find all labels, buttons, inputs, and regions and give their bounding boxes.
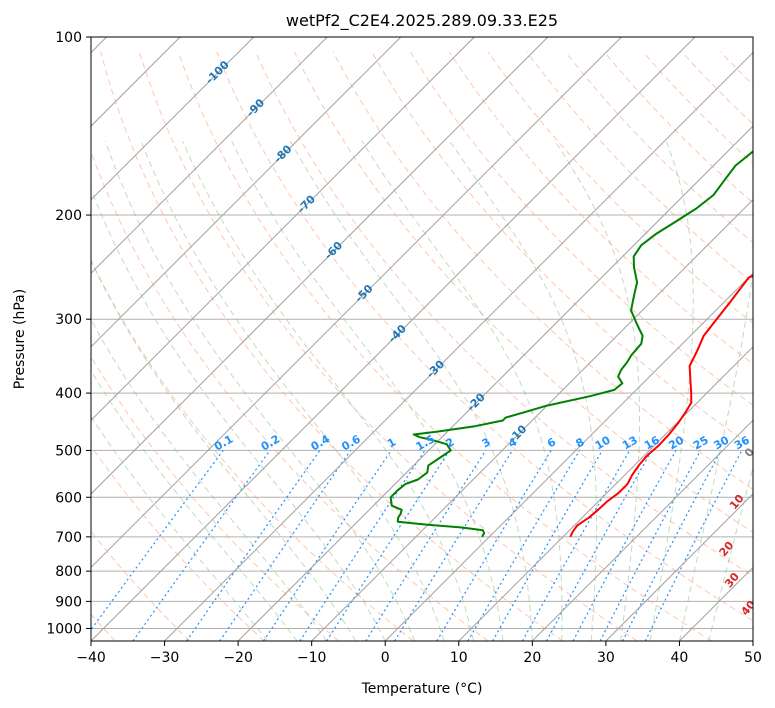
mixing-ratio-line bbox=[546, 450, 653, 641]
isotherm-line bbox=[91, 37, 696, 641]
isotherm-line bbox=[91, 37, 402, 348]
dry-adiabat-line bbox=[91, 259, 414, 641]
x-tick-label: 50 bbox=[744, 650, 762, 666]
moist-adiabat-line bbox=[554, 140, 640, 641]
mixing-ratio-line bbox=[644, 450, 743, 641]
isotherm-line bbox=[384, 272, 753, 641]
y-tick-label: 1000 bbox=[46, 621, 82, 637]
mixing-ratio-line bbox=[572, 450, 677, 641]
dry-adiabat-line bbox=[91, 150, 489, 641]
x-tick-label: 30 bbox=[597, 650, 615, 666]
isotherm-line bbox=[311, 198, 753, 641]
y-tick-label: 300 bbox=[55, 312, 82, 328]
mixing-ratio-line bbox=[365, 450, 487, 641]
plot-frame bbox=[90, 36, 754, 642]
x-tick-label: 40 bbox=[671, 650, 689, 666]
dry-adiabat-label: 0 bbox=[742, 445, 757, 459]
moist-adiabat-line bbox=[104, 141, 416, 641]
y-tick-label: 800 bbox=[55, 564, 82, 580]
background-lines bbox=[91, 37, 753, 641]
x-tick-label: 0 bbox=[381, 650, 390, 666]
moist-adiabat-line bbox=[231, 140, 504, 641]
mixing-ratio-line bbox=[91, 450, 224, 631]
y-tick-label: 500 bbox=[55, 443, 82, 459]
isotherm-line bbox=[605, 493, 753, 641]
dry-adiabat-line bbox=[91, 444, 265, 641]
isotherm-line bbox=[91, 37, 328, 274]
moist-adiabat-line bbox=[649, 141, 694, 641]
x-tick-label: 10 bbox=[450, 650, 468, 666]
mixing-ratio-line bbox=[599, 450, 702, 641]
moist-adiabat-line bbox=[182, 140, 474, 641]
moist-adiabat-line bbox=[91, 318, 327, 641]
moist-adiabat-line bbox=[361, 140, 563, 641]
y-tick-label: 200 bbox=[55, 208, 82, 224]
moist-adiabat-line bbox=[678, 268, 753, 641]
moist-adiabat-line bbox=[140, 141, 445, 641]
x-tick-label: −40 bbox=[76, 650, 106, 666]
x-tick-label: −20 bbox=[223, 650, 253, 666]
isotherm-line bbox=[531, 419, 753, 641]
dry-adiabat-line bbox=[448, 51, 753, 365]
mixing-ratio-line bbox=[622, 450, 722, 641]
dry-adiabat-line bbox=[332, 51, 753, 491]
isotherm-line bbox=[164, 51, 753, 641]
dry-adiabat-line bbox=[138, 51, 638, 641]
dry-adiabat-line bbox=[216, 51, 753, 622]
y-tick-label: 700 bbox=[55, 530, 82, 546]
y-tick-label: 900 bbox=[55, 594, 82, 610]
moist-adiabat-line bbox=[449, 140, 598, 641]
moist-adiabat-line bbox=[91, 369, 298, 641]
dewpoint-profile-line bbox=[389, 150, 753, 538]
mixing-ratio-line bbox=[394, 450, 513, 641]
y-axis-title: Pressure (hPa) bbox=[12, 289, 28, 389]
chart-title: wetPf2_C2E4.2025.289.09.33.E25 bbox=[286, 11, 558, 31]
mixing-ratio-line bbox=[521, 450, 631, 641]
isotherm-line bbox=[91, 37, 255, 201]
x-tick-label: −10 bbox=[297, 650, 327, 666]
x-axis-title: Temperature (°C) bbox=[361, 681, 483, 697]
mixing-ratio-line bbox=[436, 450, 552, 641]
y-tick-label: 400 bbox=[55, 386, 82, 402]
mixing-ratio-line bbox=[467, 450, 581, 641]
temperature-profile-line bbox=[569, 274, 753, 538]
mixing-ratio-line bbox=[492, 450, 603, 641]
dry-adiabat-line bbox=[100, 51, 563, 641]
isotherm-line bbox=[237, 125, 753, 641]
dry-adiabat-line bbox=[177, 51, 713, 641]
x-tick-label: 20 bbox=[523, 650, 541, 666]
dry-adiabat-line bbox=[487, 51, 753, 324]
mixing-ratio-line bbox=[326, 450, 451, 641]
isotherm-line bbox=[458, 346, 753, 641]
y-tick-label: 600 bbox=[55, 490, 82, 506]
x-tick-label: −30 bbox=[150, 650, 180, 666]
mixing-ratio-line bbox=[299, 450, 426, 641]
isotherm-line bbox=[91, 37, 475, 422]
moist-adiabat-line bbox=[289, 140, 533, 641]
axes: −40 −30 −20 −10 0 10 20 30 40 50 100 200 300 400 500 60… bbox=[46, 30, 762, 666]
profile-lines bbox=[389, 150, 753, 538]
isotherm-line bbox=[91, 37, 622, 569]
dry-adiabat-line bbox=[293, 51, 753, 534]
y-tick-label: 100 bbox=[55, 30, 82, 46]
isotherm-line bbox=[91, 37, 549, 495]
moist-adiabat-line bbox=[91, 415, 268, 641]
